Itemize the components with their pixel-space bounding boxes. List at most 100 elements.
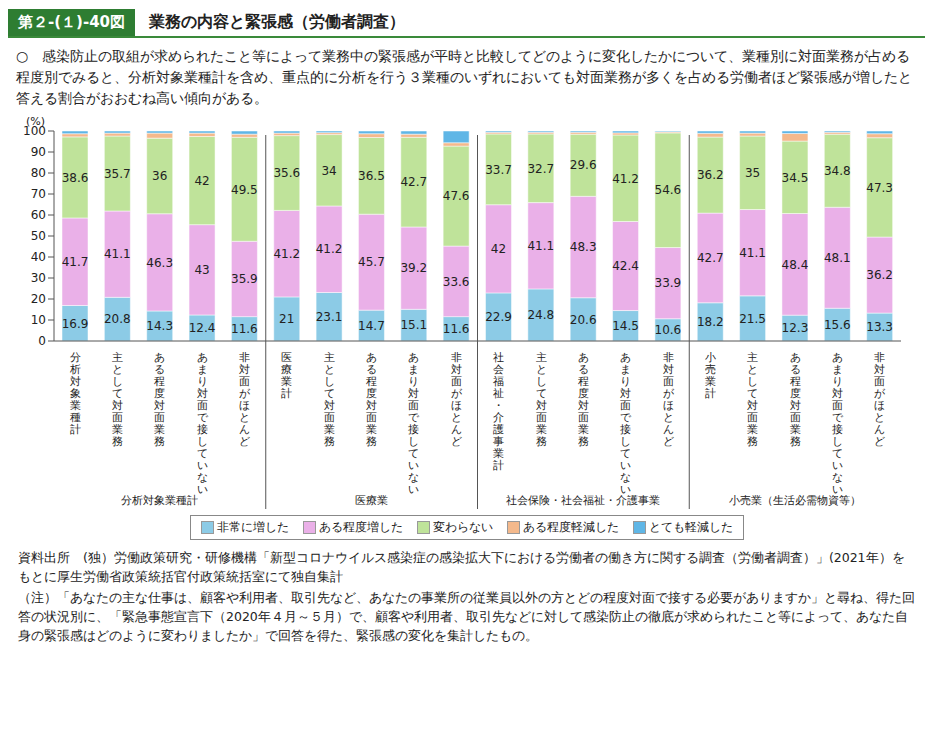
svg-text:20: 20 [31, 292, 46, 306]
svg-text:41.2: 41.2 [273, 247, 300, 261]
svg-text:10.6: 10.6 [655, 323, 682, 337]
svg-text:主として対面業務: 主として対面業務 [536, 351, 547, 448]
html-text:第２-(１)-40図: 第２-(１)-40図 [18, 12, 125, 31]
svg-text:80: 80 [31, 166, 46, 180]
svg-text:40: 40 [31, 250, 46, 264]
svg-text:41.1: 41.1 [527, 239, 554, 253]
svg-text:43: 43 [194, 263, 209, 277]
svg-text:29.6: 29.6 [570, 158, 597, 172]
svg-text:33.7: 33.7 [485, 163, 512, 177]
svg-text:34.8: 34.8 [824, 164, 851, 178]
svg-text:14.7: 14.7 [358, 319, 385, 333]
svg-text:42: 42 [194, 174, 209, 188]
svg-text:10: 10 [31, 313, 46, 327]
svg-text:あまり対面で接していない: あまり対面で接していない [408, 351, 420, 496]
svg-text:非対面がほとんど: 非対面がほとんど [239, 351, 251, 448]
svg-text:小売業計: 小売業計 [705, 351, 716, 400]
svg-text:35: 35 [745, 166, 760, 180]
svg-text:ある程度対面業務: ある程度対面業務 [154, 351, 165, 448]
svg-text:34.5: 34.5 [782, 171, 809, 185]
svg-text:23.1: 23.1 [316, 310, 343, 324]
svg-text:24.8: 24.8 [527, 308, 554, 322]
svg-text:48.1: 48.1 [824, 251, 851, 265]
svg-text:あまり対面で接していない: あまり対面で接していない [620, 351, 632, 496]
svg-text:ある程度対面業務: ある程度対面業務 [366, 351, 377, 448]
svg-text:35.9: 35.9 [231, 272, 258, 286]
svg-text:39.2: 39.2 [400, 261, 427, 275]
svg-text:21: 21 [279, 312, 294, 326]
svg-text:20.6: 20.6 [570, 313, 597, 327]
svg-text:50: 50 [31, 229, 46, 243]
svg-text:ある程度対面業務: ある程度対面業務 [790, 351, 801, 448]
svg-text:12.4: 12.4 [189, 321, 216, 335]
svg-text:90: 90 [31, 145, 46, 159]
svg-text:47.6: 47.6 [443, 189, 470, 203]
svg-text:33.9: 33.9 [655, 276, 682, 290]
svg-text:11.6: 11.6 [231, 322, 258, 336]
svg-text:30: 30 [31, 271, 46, 285]
svg-text:42.7: 42.7 [400, 175, 427, 189]
svg-text:主として対面業務: 主として対面業務 [324, 351, 335, 448]
svg-text:38.6: 38.6 [62, 171, 89, 185]
svg-text:医療業計: 医療業計 [281, 351, 292, 400]
svg-text:非対面がほとんど: 非対面がほとんど [451, 351, 463, 448]
svg-text:54.6: 54.6 [655, 183, 682, 197]
svg-text:48.4: 48.4 [782, 258, 809, 272]
html-text:○ 感染防止の取組が求められたこと等によって業務中の緊張感が: ○ 感染防止の取組が求められたこと等によって業務中の緊張感が平時と比較してどのよ… [16, 48, 912, 106]
svg-text:22.9: 22.9 [485, 310, 512, 324]
svg-text:21.5: 21.5 [739, 312, 766, 326]
svg-text:12.3: 12.3 [782, 321, 809, 335]
svg-text:11.6: 11.6 [443, 322, 470, 336]
svg-text:35.7: 35.7 [104, 167, 131, 181]
svg-text:60: 60 [31, 208, 46, 222]
html-text:非常に増した: 非常に増した [216, 520, 289, 534]
svg-text:36.2: 36.2 [866, 268, 893, 282]
svg-text:41.1: 41.1 [739, 246, 766, 260]
svg-text:0: 0 [38, 334, 46, 348]
svg-text:13.3: 13.3 [866, 320, 893, 334]
svg-text:18.2: 18.2 [697, 315, 724, 329]
svg-text:14.5: 14.5 [612, 319, 639, 333]
svg-text:42.4: 42.4 [612, 259, 639, 273]
svg-text:14.3: 14.3 [146, 319, 173, 333]
svg-text:16.9: 16.9 [62, 317, 89, 331]
svg-text:41.2: 41.2 [612, 172, 639, 186]
svg-text:非対面がほとんど: 非対面がほとんど [874, 351, 886, 448]
svg-text:41.2: 41.2 [316, 242, 343, 256]
svg-text:20.8: 20.8 [104, 312, 131, 326]
svg-text:41.7: 41.7 [62, 255, 89, 269]
svg-text:46.3: 46.3 [146, 256, 173, 270]
svg-text:42.7: 42.7 [697, 251, 724, 265]
svg-text:32.7: 32.7 [527, 162, 554, 176]
svg-text:分析対象業種計: 分析対象業種計 [121, 494, 198, 507]
svg-text:34: 34 [321, 164, 336, 178]
svg-text:100: 100 [23, 124, 46, 138]
svg-text:36.2: 36.2 [697, 168, 724, 182]
svg-text:ある程度対面業務: ある程度対面業務 [578, 351, 589, 448]
html-text:業務の内容と緊張感（労働者調査）: 業務の内容と緊張感（労働者調査） [149, 11, 405, 31]
svg-text:分析対象業種計: 分析対象業種計 [69, 351, 81, 436]
svg-text:36: 36 [152, 169, 167, 183]
svg-text:36.5: 36.5 [358, 169, 385, 183]
html-text:資料出所 (独）労働政策研究・研修機構「新型コロナウイルス感: 資料出所 (独）労働政策研究・研修機構「新型コロナウイルス感染症の感染拡大下にお… [18, 550, 905, 584]
svg-text:45.7: 45.7 [358, 255, 385, 269]
svg-text:社会福祉・介護事業計: 社会福祉・介護事業計 [493, 351, 504, 472]
svg-text:主として対面業務: 主として対面業務 [747, 351, 758, 448]
svg-text:あまり対面で接していない: あまり対面で接していない [832, 351, 844, 496]
svg-text:47.3: 47.3 [866, 181, 893, 195]
svg-text:35.6: 35.6 [273, 166, 300, 180]
svg-text:15.6: 15.6 [824, 318, 851, 332]
svg-text:42: 42 [491, 242, 506, 256]
svg-text:主として対面業務: 主として対面業務 [112, 351, 123, 448]
html-text:（注）「あなたの主な仕事は、顧客や利用者、取引先など、あなた: （注）「あなたの主な仕事は、顧客や利用者、取引先など、あなたの事業所の従業員以外… [18, 590, 915, 643]
svg-text:70: 70 [31, 187, 46, 201]
svg-text:15.1: 15.1 [400, 318, 427, 332]
svg-text:社会保険・社会福祉・介護事業: 社会保険・社会福祉・介護事業 [506, 494, 660, 507]
svg-text:48.3: 48.3 [570, 240, 597, 254]
svg-text:49.5: 49.5 [231, 183, 258, 197]
svg-text:41.1: 41.1 [104, 247, 131, 261]
svg-text:33.6: 33.6 [443, 275, 470, 289]
svg-text:非対面がほとんど: 非対面がほとんど [663, 351, 675, 448]
svg-text:医療業: 医療業 [355, 494, 388, 507]
svg-text:あまり対面で接していない: あまり対面で接していない [197, 351, 209, 496]
